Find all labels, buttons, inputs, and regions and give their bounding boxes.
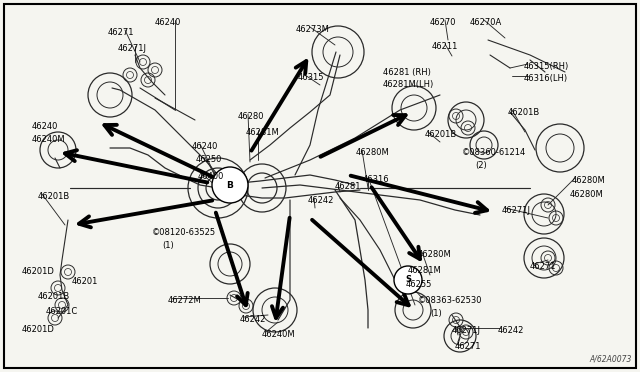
Text: 46270: 46270 <box>430 18 456 27</box>
Text: 46271: 46271 <box>108 28 134 37</box>
Text: 46315: 46315 <box>298 73 324 82</box>
Text: 46271: 46271 <box>530 262 557 271</box>
Text: 46315(RH): 46315(RH) <box>524 62 569 71</box>
Text: 46240M: 46240M <box>32 135 66 144</box>
Text: 46280: 46280 <box>238 112 264 121</box>
Text: 46280M: 46280M <box>418 250 452 259</box>
Text: 46201B: 46201B <box>38 292 70 301</box>
Text: B: B <box>227 180 234 189</box>
Text: 46272M: 46272M <box>168 296 202 305</box>
Text: A/62A0073: A/62A0073 <box>589 355 632 364</box>
Text: 46280M: 46280M <box>570 190 604 199</box>
Text: 46242: 46242 <box>308 196 334 205</box>
Circle shape <box>394 266 422 294</box>
Text: 46211: 46211 <box>432 42 458 51</box>
Text: 46281 (RH): 46281 (RH) <box>383 68 431 77</box>
Text: ©08120-63525: ©08120-63525 <box>152 228 216 237</box>
Text: 46240M: 46240M <box>262 330 296 339</box>
Text: 46201D: 46201D <box>22 325 55 334</box>
Text: 46240: 46240 <box>155 18 181 27</box>
Text: 46255: 46255 <box>406 280 433 289</box>
Text: ©08363-62530: ©08363-62530 <box>418 296 483 305</box>
Text: 46280M: 46280M <box>356 148 390 157</box>
Text: 46271J: 46271J <box>118 44 147 53</box>
Text: 46250: 46250 <box>196 155 222 164</box>
Text: 46201C: 46201C <box>46 307 78 316</box>
Text: 46201: 46201 <box>72 277 99 286</box>
Text: 46271: 46271 <box>455 342 481 351</box>
Text: 46240: 46240 <box>32 122 58 131</box>
Text: 46316(LH): 46316(LH) <box>524 74 568 83</box>
Text: (1): (1) <box>162 241 173 250</box>
Text: 46201D: 46201D <box>22 267 55 276</box>
Text: 46281: 46281 <box>335 182 362 191</box>
Text: 46201B: 46201B <box>425 130 457 139</box>
Text: ©08360-61214: ©08360-61214 <box>462 148 526 157</box>
Text: 46271J: 46271J <box>452 326 481 335</box>
Text: 46271J: 46271J <box>502 206 531 215</box>
Text: 46281M: 46281M <box>246 128 280 137</box>
Text: S: S <box>405 276 411 285</box>
Circle shape <box>212 167 248 203</box>
Text: 46316: 46316 <box>363 175 390 184</box>
Text: (2): (2) <box>475 161 487 170</box>
Text: 46240: 46240 <box>192 142 218 151</box>
Text: 46242: 46242 <box>498 326 524 335</box>
Text: 46281M(LH): 46281M(LH) <box>383 80 435 89</box>
Text: 46201B: 46201B <box>38 192 70 201</box>
Text: 46281M: 46281M <box>408 266 442 275</box>
Text: (1): (1) <box>430 309 442 318</box>
Text: 46242: 46242 <box>240 315 266 324</box>
Text: 46400: 46400 <box>198 172 225 181</box>
Text: 46280M: 46280M <box>572 176 605 185</box>
Text: 46270A: 46270A <box>470 18 502 27</box>
Text: 46273M: 46273M <box>296 25 330 34</box>
Text: 46201B: 46201B <box>508 108 540 117</box>
